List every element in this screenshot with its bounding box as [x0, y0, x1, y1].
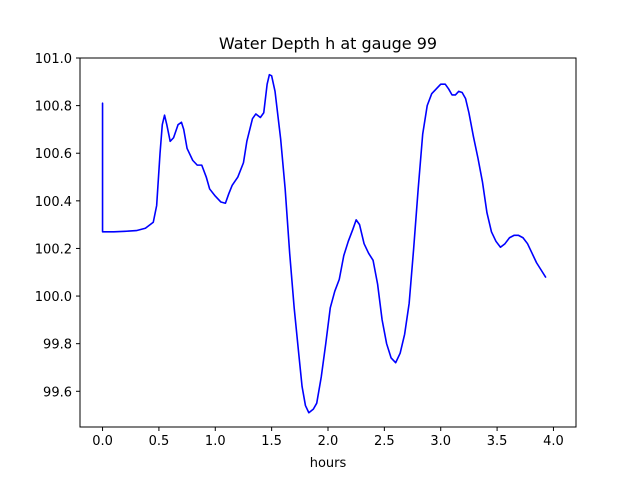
x-tick-label: 1.5	[261, 434, 282, 449]
y-tick-label: 100.6	[35, 147, 72, 162]
x-tick-label: 0.0	[92, 434, 113, 449]
y-tick-label: 99.6	[43, 385, 72, 400]
x-axis-label: hours	[310, 456, 347, 471]
x-axis-ticks: 0.0 0.5 1.0 1.5 2.0 2.5 3.0 3.5 4.0	[92, 427, 564, 449]
y-tick-label: 100.2	[35, 242, 72, 257]
y-tick-label: 100.4	[35, 195, 72, 210]
x-tick-label: 0.5	[149, 434, 170, 449]
axes-frame	[79, 57, 577, 428]
x-tick-label: 3.5	[487, 434, 508, 449]
y-tick-label: 100.8	[35, 100, 72, 115]
y-tick-label: 100.0	[35, 290, 72, 305]
x-tick-label: 4.0	[543, 434, 564, 449]
y-tick-label: 101.0	[35, 52, 72, 67]
x-tick-label: 1.0	[205, 434, 226, 449]
chart-title: Water Depth h at gauge 99	[219, 34, 437, 53]
y-axis-ticks: 99.6 99.8 100.0 100.2 100.4 100.6 100.8 101.0	[35, 52, 80, 400]
x-tick-label: 2.0	[318, 434, 339, 449]
plot-area	[101, 73, 547, 414]
y-tick-label: 99.8	[43, 338, 72, 353]
series-line-0	[101, 73, 547, 414]
x-tick-label: 3.0	[430, 434, 451, 449]
x-tick-label: 2.5	[374, 434, 395, 449]
